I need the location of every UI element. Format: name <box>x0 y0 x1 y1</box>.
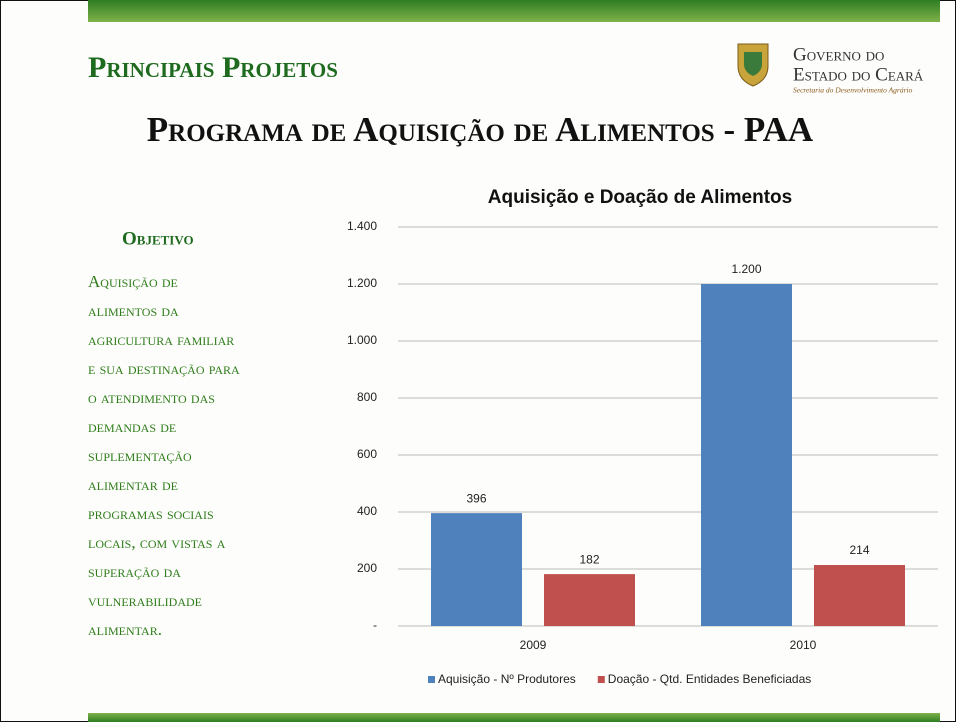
logo-line: Governo do <box>793 44 884 65</box>
bar <box>431 513 522 626</box>
logo-crest-inner <box>744 52 762 76</box>
y-tick-label: 800 <box>357 390 377 404</box>
bar <box>544 574 635 626</box>
objective-line: alimentar. <box>88 620 162 639</box>
y-tick-label: 200 <box>357 561 377 575</box>
value-label: 182 <box>579 552 599 566</box>
y-tick-label: 1.200 <box>347 276 377 290</box>
y-tick-label: 400 <box>357 504 377 518</box>
section-title: Principais Projetos <box>88 51 338 84</box>
objective-line: alimentos da <box>88 301 179 320</box>
y-tick-label: 1.000 <box>347 333 377 347</box>
logo-line: Estado do Ceará <box>793 64 924 85</box>
objective-heading: Objetivo <box>122 228 194 249</box>
objective-line: suplementação <box>88 446 192 465</box>
objective-line: Aquisição de <box>88 272 178 291</box>
bar <box>701 284 792 626</box>
legend-label: Doação - Qtd. Entidades Beneficiadas <box>608 672 811 686</box>
objective-line: superação da <box>88 562 181 581</box>
objective-line: agricultura familiar <box>88 330 234 349</box>
value-label: 1.200 <box>731 262 761 276</box>
logo: Governo do Estado do Ceará Secretaria do… <box>737 43 924 95</box>
objective-line: vulnerabilidade <box>88 591 202 610</box>
objective-line: locais, com vistas a <box>88 533 226 552</box>
bottom-band <box>88 713 940 722</box>
objective-line: e sua destinação para <box>88 359 240 378</box>
value-label: 396 <box>466 491 486 505</box>
legend-label: Aquisição - Nº Produtores <box>438 672 576 686</box>
legend-swatch <box>597 676 605 683</box>
objective-line: alimentar de <box>88 475 178 494</box>
slide-title: Programa de Aquisição de Alimentos - PAA <box>147 110 814 149</box>
top-band <box>88 0 940 22</box>
objective-line: programas sociais <box>88 504 214 523</box>
objective-line: demandas de <box>88 417 176 436</box>
y-tick-label: - <box>373 618 377 632</box>
legend-swatch <box>428 676 435 683</box>
bar <box>814 565 905 626</box>
chart-title: Aquisição e Doação de Alimentos <box>488 187 792 208</box>
x-tick-label: 2010 <box>790 638 817 652</box>
objective-line: o atendimento das <box>88 388 215 407</box>
y-tick-label: 600 <box>357 447 377 461</box>
y-tick-label: 1.400 <box>347 219 377 233</box>
x-tick-label: 2009 <box>520 638 547 652</box>
value-label: 214 <box>849 543 869 557</box>
logo-line: Secretaria do Desenvolvimento Agrário <box>793 86 913 95</box>
